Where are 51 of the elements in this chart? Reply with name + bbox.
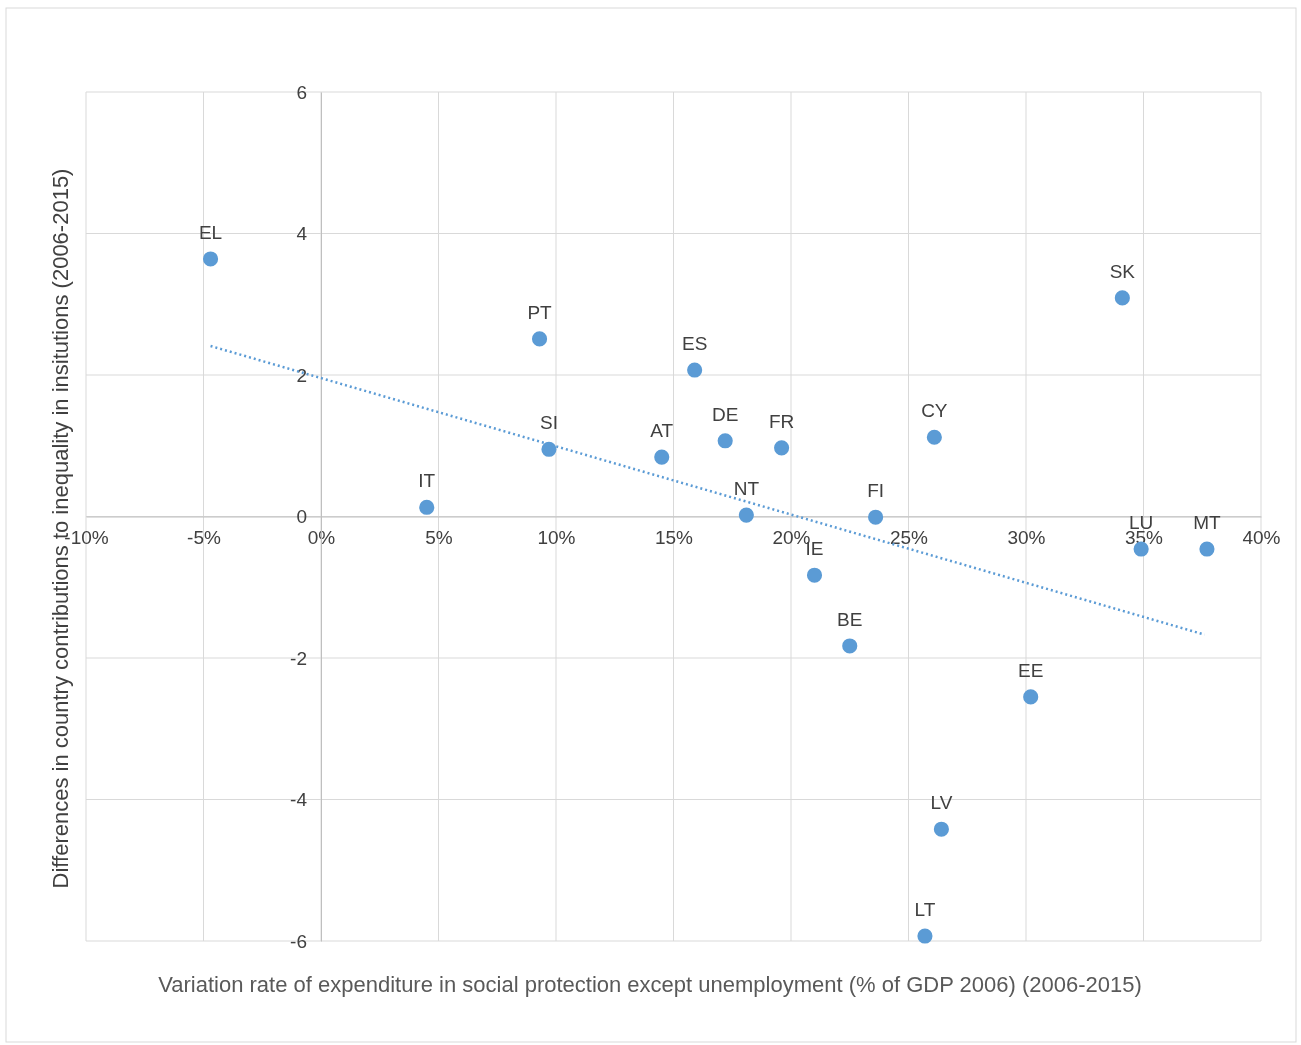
annotation: MT bbox=[1193, 512, 1222, 534]
y-tick-label: 6 bbox=[296, 81, 307, 103]
annotation: PT bbox=[527, 301, 553, 323]
point bbox=[868, 509, 884, 525]
point bbox=[717, 433, 733, 449]
point bbox=[842, 638, 858, 654]
point bbox=[806, 567, 823, 583]
y-tick-label: -4 bbox=[290, 789, 308, 811]
x-tick-label: 15% bbox=[654, 526, 694, 548]
annotation: BE bbox=[837, 608, 863, 630]
y-tick-label: 2 bbox=[296, 364, 307, 386]
x-tick-label: 40% bbox=[1242, 526, 1281, 548]
point bbox=[926, 429, 942, 445]
point bbox=[1114, 290, 1130, 306]
x-tick-label: 25% bbox=[889, 526, 929, 548]
annotation: EE bbox=[1018, 659, 1044, 681]
annotation: IT bbox=[418, 470, 436, 492]
point bbox=[687, 362, 703, 378]
x-tick-label: 10% bbox=[537, 526, 576, 548]
point bbox=[738, 507, 754, 523]
annotation: FR bbox=[768, 410, 795, 432]
x-tick-label: 0% bbox=[307, 526, 336, 548]
point bbox=[1199, 541, 1215, 557]
point bbox=[419, 499, 435, 515]
annotation: FI bbox=[867, 480, 885, 502]
point bbox=[917, 928, 933, 944]
x-tick-label: 5% bbox=[425, 526, 453, 548]
point bbox=[933, 821, 949, 837]
point bbox=[202, 251, 219, 267]
point bbox=[774, 440, 790, 456]
point bbox=[1023, 689, 1039, 705]
annotation: CY bbox=[921, 400, 948, 422]
x-tick-label: 30% bbox=[1007, 526, 1046, 548]
annotation: LV bbox=[930, 792, 953, 814]
y-tick-label: -6 bbox=[290, 930, 307, 952]
point bbox=[531, 331, 548, 347]
x-axis-title: Variation rate of expenditure in social protection except unemployment (% of GDP 2006) (2006-2015) bbox=[157, 971, 1143, 999]
annotation: DE bbox=[712, 403, 739, 425]
annotation: SI bbox=[539, 412, 558, 434]
point bbox=[654, 449, 670, 465]
x-tick-label: -5% bbox=[187, 526, 221, 548]
y-tick-label: 4 bbox=[296, 223, 308, 245]
annotation: NT bbox=[733, 478, 760, 500]
annotation: AT bbox=[650, 420, 674, 442]
annotation: LT bbox=[914, 899, 936, 921]
annotation: SK bbox=[1109, 260, 1136, 282]
y-tick-label: -2 bbox=[290, 647, 307, 669]
point bbox=[541, 441, 557, 457]
y-tick-label: 0 bbox=[296, 506, 307, 528]
annotation: ES bbox=[681, 333, 708, 355]
annotation: EL bbox=[198, 221, 223, 243]
